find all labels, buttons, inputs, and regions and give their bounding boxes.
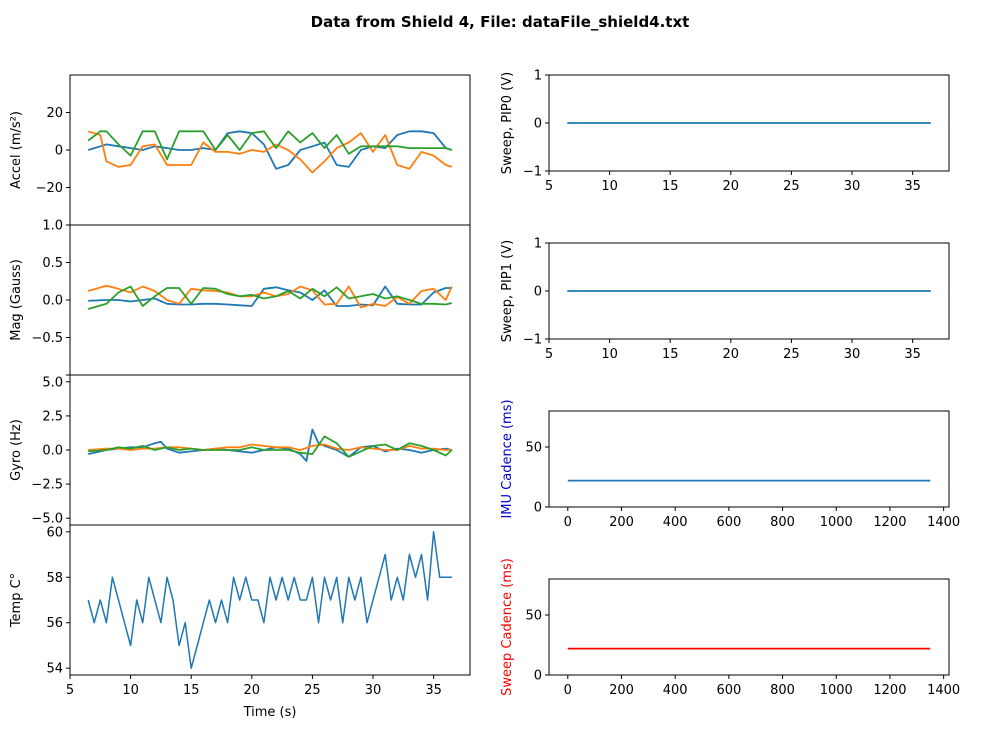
ytick-label-accel: 20 [46, 106, 63, 121]
subplot-temp: 54 56 58 60 5 10 15 20 25 30 35 Temp C° Time (s) [9, 524, 471, 720]
ytick-label-pip1: 1 [534, 237, 542, 252]
ytick-label-accel: 0 [55, 144, 63, 159]
ylabel-accel: Accel (m/s²) [9, 111, 24, 189]
ytick-label-temp: 54 [46, 662, 63, 677]
ytick-label-accel: −20 [36, 181, 63, 196]
ytick-label-temp: 56 [46, 616, 63, 631]
subplot-mag: −0.5 0.0 0.5 1.0 Mag (Gauss) [9, 219, 471, 376]
xtick-label-sweep_cadence: 400 [663, 683, 688, 698]
ytick-label-gyro: −2.5 [31, 478, 63, 493]
subplot-imu_cadence: 0 50 0 200 400 600 800 1000 1200 1400 IMU Cadence … [500, 399, 960, 530]
xtick-label-imu_cadence: 200 [609, 515, 634, 530]
xtick-label-pip0: 15 [662, 179, 679, 194]
series-line-mag-2 [87, 285, 453, 310]
xtick-label-temp: 35 [425, 683, 442, 698]
figure-title: Data from Shield 4, File: dataFile_shiel… [311, 13, 690, 31]
ytick-label-pip0: 1 [534, 69, 542, 84]
ytick-label-temp: 60 [46, 525, 63, 540]
ylabel-imu_cadence: IMU Cadence (ms) [500, 399, 515, 518]
xtick-label-sweep_cadence: 600 [716, 683, 741, 698]
xtick-label-sweep_cadence: 1400 [927, 683, 960, 698]
xtick-label-temp: 5 [66, 683, 74, 698]
xtick-label-sweep_cadence: 0 [564, 683, 572, 698]
xtick-label-pip0: 10 [601, 179, 618, 194]
ylabel-gyro: Gyro (Hz) [9, 419, 24, 481]
xtick-label-pip0: 35 [904, 179, 921, 194]
subplot-gyro: −5.0 −2.5 0.0 2.5 5.0 Gyro (Hz) [9, 374, 471, 527]
xtick-label-temp: 25 [304, 683, 321, 698]
ytick-label-gyro: 0.0 [42, 444, 63, 459]
series-line-accel-1 [87, 130, 453, 174]
ytick-label-mag: −0.5 [31, 331, 63, 346]
xtick-label-sweep_cadence: 1000 [820, 683, 853, 698]
xtick-label-sweep_cadence: 1200 [873, 683, 906, 698]
ytick-label-temp: 58 [46, 571, 63, 586]
subplot-accel: −20 0 20 Accel (m/s²) [9, 74, 471, 226]
ytick-label-pip0: −1 [523, 165, 542, 180]
series-line-temp-0 [87, 531, 452, 669]
ytick-label-sweep_cadence: 0 [534, 669, 542, 684]
xtick-label-pip0: 20 [723, 179, 740, 194]
ylabel-pip1: Sweep, PIP1 (V) [500, 240, 515, 342]
ytick-label-pip1: −1 [523, 333, 542, 348]
ylabel-temp: Temp C° [9, 573, 24, 628]
xtick-label-pip0: 25 [783, 179, 800, 194]
xtick-label-pip1: 5 [545, 347, 553, 362]
ytick-label-pip1: 0 [534, 285, 542, 300]
xtick-label-imu_cadence: 400 [663, 515, 688, 530]
xtick-label-sweep_cadence: 200 [609, 683, 634, 698]
ylabel-pip0: Sweep, PIP0 (V) [500, 72, 515, 174]
xlabel-temp: Time (s) [243, 705, 297, 720]
xtick-label-imu_cadence: 600 [716, 515, 741, 530]
xtick-label-pip0: 5 [545, 179, 553, 194]
xtick-label-pip1: 30 [844, 347, 861, 362]
series-line-mag-0 [88, 285, 452, 307]
ytick-label-sweep_cadence: 50 [525, 609, 542, 624]
xtick-label-pip1: 10 [601, 347, 618, 362]
ytick-label-gyro: 5.0 [42, 375, 63, 390]
subplot-sweep_cadence: 0 50 0 200 400 600 800 1000 1200 1400 Sweep Cadenc… [500, 558, 960, 698]
ytick-label-pip0: 0 [534, 117, 542, 132]
xtick-label-pip1: 25 [783, 347, 800, 362]
axes-frame-temp [69, 524, 471, 676]
ytick-label-gyro: −5.0 [31, 512, 63, 527]
axes-frame-sweep_cadence [548, 578, 950, 676]
series-line-accel-0 [87, 130, 453, 170]
series-line-gyro-2 [88, 435, 453, 458]
ytick-label-mag: 0.5 [42, 256, 63, 271]
xtick-label-imu_cadence: 1000 [820, 515, 853, 530]
axes-frame-imu_cadence [548, 410, 950, 508]
xtick-label-imu_cadence: 0 [564, 515, 572, 530]
ytick-label-imu_cadence: 0 [534, 501, 542, 516]
xtick-label-imu_cadence: 1400 [927, 515, 960, 530]
ytick-label-mag: 0.0 [42, 294, 63, 309]
axes-frame-accel [69, 74, 471, 226]
xtick-label-temp: 20 [244, 683, 261, 698]
ytick-label-imu_cadence: 50 [525, 441, 542, 456]
xtick-label-temp: 15 [183, 683, 200, 698]
series-line-accel-2 [87, 130, 453, 161]
ytick-label-gyro: 2.5 [42, 409, 63, 424]
xtick-label-pip1: 15 [662, 347, 679, 362]
xtick-label-pip0: 30 [844, 179, 861, 194]
xtick-label-pip1: 20 [723, 347, 740, 362]
xtick-label-temp: 10 [122, 683, 139, 698]
ylabel-mag: Mag (Gauss) [9, 259, 24, 341]
xtick-label-temp: 30 [365, 683, 382, 698]
ylabel-sweep_cadence: Sweep Cadence (ms) [500, 558, 515, 696]
ytick-label-mag: 1.0 [42, 219, 63, 234]
xtick-label-sweep_cadence: 800 [770, 683, 795, 698]
xtick-label-imu_cadence: 1200 [873, 515, 906, 530]
xtick-label-pip1: 35 [904, 347, 921, 362]
xtick-label-imu_cadence: 800 [770, 515, 795, 530]
